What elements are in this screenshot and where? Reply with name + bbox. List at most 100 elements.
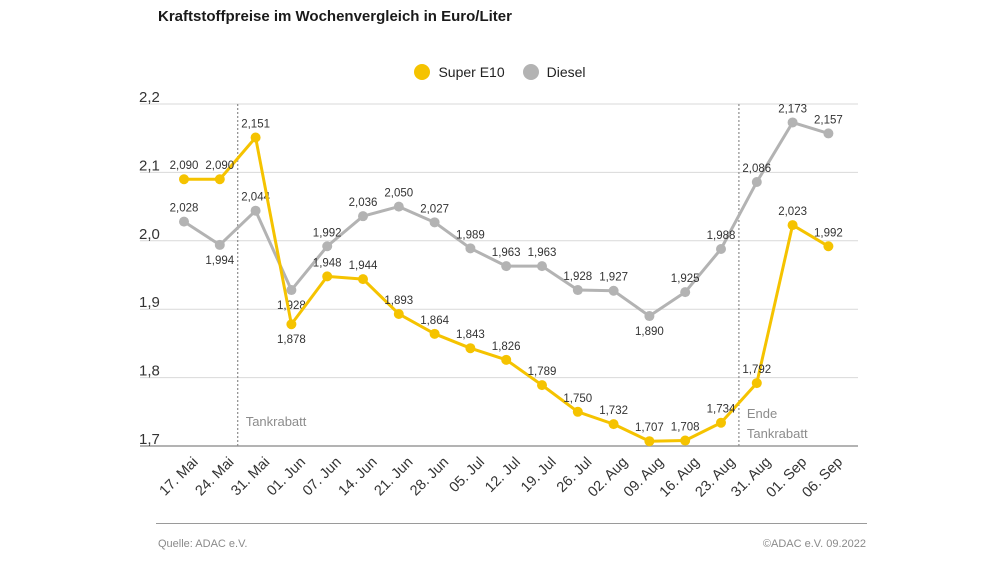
series-line xyxy=(184,136,830,443)
data-point xyxy=(358,211,368,222)
x-tick-label: 28. Jun xyxy=(407,454,452,499)
x-tick-label: 01. Jun xyxy=(264,454,309,499)
legend-item-super: Super E10 xyxy=(414,64,505,80)
data-point xyxy=(751,176,762,187)
data-label: 1,963 xyxy=(528,247,557,259)
data-point xyxy=(214,239,225,250)
data-label: 2,173 xyxy=(778,103,807,115)
data-label: 1,864 xyxy=(420,315,449,327)
x-tick-label: 14. Jun xyxy=(336,454,381,499)
data-label: 2,050 xyxy=(384,188,413,200)
footer-divider xyxy=(156,523,867,524)
data-point xyxy=(429,217,440,228)
data-point xyxy=(644,436,655,447)
data-label: 1,927 xyxy=(599,272,628,284)
data-label: 1,992 xyxy=(313,227,342,239)
y-tick-label: 1,8 xyxy=(139,363,160,380)
y-tick-label: 2,2 xyxy=(139,89,160,106)
x-tick-label: 21. Jun xyxy=(371,454,416,499)
y-axis: 1,7 1,8 1,9 2,0 2,1 2,2 xyxy=(139,89,160,448)
series-line xyxy=(183,120,829,318)
source-note: Quelle: ADAC e.V. xyxy=(158,538,248,550)
data-point xyxy=(250,205,261,216)
x-tick-label: 24. Mai xyxy=(192,454,237,499)
data-point xyxy=(572,285,583,296)
series-diesel: 2,028 1,994 2,044 1,928 1,992 2,036 2,050 2,027… xyxy=(170,103,843,338)
data-label: 1,732 xyxy=(599,405,628,417)
data-point xyxy=(429,328,440,339)
data-point xyxy=(179,216,189,227)
x-tick-label: 17. Mai xyxy=(157,454,202,499)
data-label: 1,708 xyxy=(671,422,700,434)
data-label: 2,027 xyxy=(420,203,449,215)
x-tick-label: 19. Jul xyxy=(518,454,560,496)
data-point xyxy=(572,406,583,417)
data-point xyxy=(716,244,726,255)
data-label: 1,789 xyxy=(528,366,557,378)
data-label: 1,890 xyxy=(635,326,664,338)
legend: Super E10 Diesel xyxy=(0,64,1000,80)
data-point xyxy=(680,287,691,298)
data-point xyxy=(322,241,333,252)
data-label: 1,928 xyxy=(277,300,306,312)
data-point xyxy=(751,378,762,389)
data-point xyxy=(608,419,619,430)
data-label: 1,707 xyxy=(635,422,664,434)
data-point xyxy=(501,261,512,272)
legend-label-diesel: Diesel xyxy=(546,64,586,80)
data-point xyxy=(501,354,512,365)
data-point xyxy=(393,308,404,319)
legend-label-super: Super E10 xyxy=(438,64,505,80)
data-point xyxy=(286,319,297,330)
data-point xyxy=(214,174,225,185)
series-super-e10: 2,090 2,090 2,151 1,878 1,948 1,944 1,893 1,864… xyxy=(170,119,843,447)
x-tick-label: 07. Jun xyxy=(300,454,345,499)
data-point xyxy=(680,435,691,446)
legend-item-diesel: Diesel xyxy=(522,64,586,80)
data-label: 1,925 xyxy=(671,273,700,285)
data-point xyxy=(393,201,404,212)
y-tick-label: 2,0 xyxy=(139,226,160,243)
data-label: 2,036 xyxy=(349,197,378,209)
x-tick-label: 06. Sep xyxy=(799,454,846,501)
x-tick-label: 05. Jul xyxy=(446,454,488,496)
annotations: Tankrabatt Ende Tankrabatt xyxy=(237,104,808,446)
data-label: 1,826 xyxy=(492,341,521,353)
data-label: 2,090 xyxy=(170,160,199,172)
annotation-label: Tankrabatt xyxy=(747,426,808,441)
data-label: 1,792 xyxy=(742,364,771,376)
data-label: 1,992 xyxy=(814,227,843,239)
data-label: 1,750 xyxy=(563,393,592,405)
data-point xyxy=(537,261,547,272)
data-label: 1,989 xyxy=(456,229,485,241)
data-label: 2,086 xyxy=(742,163,771,175)
data-point xyxy=(322,271,333,282)
y-tick-label: 1,9 xyxy=(139,294,160,311)
legend-marker-diesel xyxy=(522,64,539,80)
copyright-note: ©ADAC e.V. 09.2022 xyxy=(762,538,866,550)
data-label: 1,988 xyxy=(707,230,736,242)
x-tick-label: 31. Mai xyxy=(228,454,273,499)
data-label: 2,157 xyxy=(814,114,843,126)
data-label: 2,023 xyxy=(778,206,807,218)
data-point xyxy=(644,311,655,322)
data-label: 2,044 xyxy=(241,192,270,204)
data-label: 2,151 xyxy=(241,119,270,131)
grid-lines xyxy=(140,103,858,447)
data-label: 1,734 xyxy=(707,404,736,416)
data-point xyxy=(358,274,368,285)
y-tick-label: 1,7 xyxy=(139,431,160,448)
data-point xyxy=(286,285,297,296)
data-point xyxy=(716,417,726,428)
data-label: 2,028 xyxy=(170,203,199,215)
data-point xyxy=(823,241,834,252)
annotation-label: Tankrabatt xyxy=(246,414,307,429)
data-label: 1,994 xyxy=(205,255,234,267)
data-point xyxy=(250,132,261,143)
data-label: 1,893 xyxy=(384,295,413,307)
data-label: 2,090 xyxy=(205,160,234,172)
data-label: 1,948 xyxy=(313,257,342,269)
x-tick-label: 12. Jul xyxy=(482,454,524,496)
data-point xyxy=(179,174,189,185)
